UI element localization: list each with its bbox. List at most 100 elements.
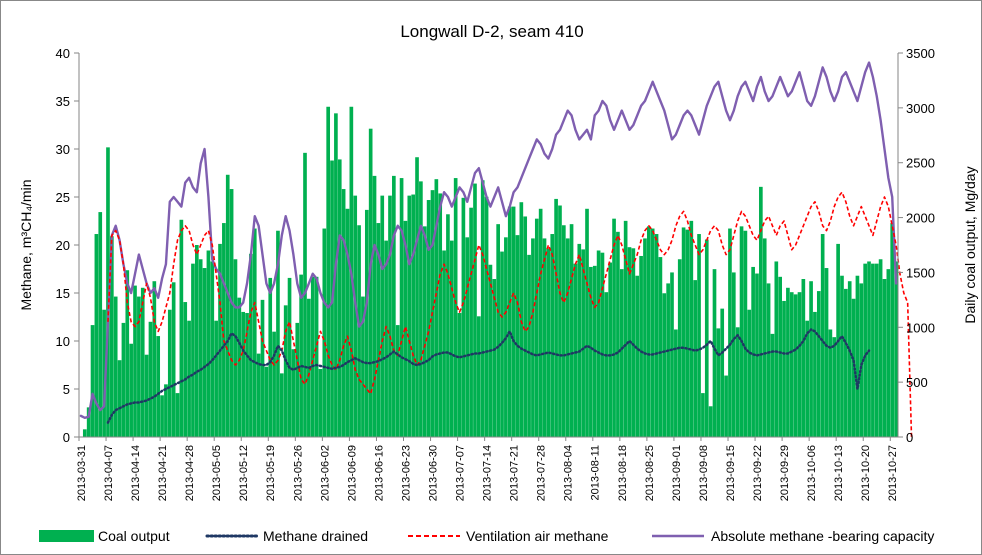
x-tick-label: 2013-09-29 [779, 445, 791, 501]
bar-coal-output [786, 287, 790, 437]
bar-coal-output [314, 276, 319, 437]
bar-coal-output [747, 309, 752, 437]
bar-coal-output [847, 281, 852, 437]
bar-coal-output [144, 354, 149, 437]
bar-coal-output [534, 218, 539, 437]
bar-coal-output [643, 238, 647, 437]
bar-coal-output [565, 238, 570, 437]
bar-coal-output [569, 224, 574, 437]
bar-coal-output [222, 223, 226, 437]
bar-coal-output [562, 225, 566, 437]
bar-coal-output [600, 252, 605, 437]
bar-coal-output [867, 261, 871, 437]
bar-coal-output [195, 245, 199, 437]
x-tick-label: 2013-09-15 [725, 445, 737, 501]
bar-coal-output [585, 208, 589, 437]
bar-coal-output [793, 294, 798, 437]
bar-coal-output [507, 206, 512, 437]
bar-coal-output [337, 159, 342, 438]
bar-coal-output [762, 238, 767, 437]
bar-coal-output [303, 152, 307, 437]
x-tick-label: 2013-06-23 [400, 445, 412, 501]
bar-coal-output [206, 250, 211, 437]
bar-coal-output [484, 196, 489, 437]
bar-coal-output [245, 313, 249, 437]
bar-coal-output [546, 248, 551, 437]
bar-coal-output [291, 349, 296, 437]
bar-coal-output [156, 336, 161, 437]
bar-coal-output [140, 287, 145, 437]
legend-label-absolute-methane: Absolute methane -bearing capacity [711, 528, 934, 544]
bar-coal-output [631, 248, 636, 437]
bar-coal-output [133, 285, 137, 437]
bar-coal-output [739, 226, 744, 437]
x-tick-label: 2013-09-22 [752, 445, 764, 501]
bar-coal-output [446, 214, 450, 437]
x-tick-label: 2013-08-25 [644, 445, 656, 501]
bar-coal-output [689, 220, 694, 437]
bar-coal-output [832, 337, 837, 437]
bar-coal-output [697, 234, 701, 437]
bar-coal-output [160, 395, 164, 437]
y-right-tick-label: 2500 [906, 156, 935, 171]
x-tick-label: 2013-09-08 [698, 445, 710, 501]
bar-coal-output [782, 300, 786, 437]
y-axis-left-ticks: 0 5 10 15 20 25 30 35 40 [56, 46, 79, 445]
bar-coal-output [759, 186, 763, 437]
bar-coal-output [210, 261, 215, 437]
bar-coal-output [461, 197, 466, 437]
bar-coal-output [666, 283, 670, 437]
bar-coal-output [422, 226, 427, 437]
bar-coal-output [863, 263, 867, 437]
bar-coal-output [341, 189, 346, 437]
bar-coal-output [353, 195, 358, 437]
x-tick-label: 2013-08-18 [617, 445, 629, 501]
bar-coal-output [480, 180, 485, 437]
x-tick-label: 2013-07-28 [536, 445, 548, 501]
bar-coal-output [523, 216, 528, 437]
bar-coal-output [361, 296, 365, 437]
bar-coal-output [619, 269, 624, 437]
line-ventilation-air-methane [107, 191, 913, 438]
bar-coal-output [770, 333, 775, 437]
bar-coal-output [577, 243, 582, 437]
bar-coal-output [809, 281, 813, 437]
bar-coal-output [500, 251, 504, 437]
bar-coal-output [766, 283, 771, 437]
x-tick-label: 2013-07-21 [509, 445, 521, 501]
bar-coal-output [477, 316, 481, 437]
bar-coal-output [704, 239, 709, 437]
bar-coal-output [662, 293, 667, 437]
bar-coal-output [531, 238, 535, 437]
bar-coal-output [106, 147, 110, 437]
bar-coal-output [264, 366, 269, 437]
y-right-tick-label: 0 [906, 430, 913, 445]
y-right-tick-label: 2000 [906, 211, 935, 226]
bar-coal-output [751, 266, 755, 437]
bar-coal-output [392, 175, 396, 437]
bar-coal-output [789, 292, 794, 437]
bar-coal-output [183, 302, 188, 437]
x-tick-label: 2013-06-09 [346, 445, 358, 501]
y-axis-left-title: Methane, m³CH₄/min [18, 180, 34, 311]
bar-coal-output [859, 283, 864, 437]
x-axis-ticks: 2013-03-31 2013-04-07 2013-04-14 2013-04-21… [76, 437, 899, 501]
bar-coal-output [596, 250, 601, 437]
bar-coal-output [623, 220, 628, 437]
bar-coal-output [202, 268, 207, 437]
bar-coal-output [279, 373, 284, 437]
bar-coal-output [658, 257, 663, 437]
bar-coal-output [712, 269, 717, 437]
x-tick-label: 2013-10-13 [833, 445, 845, 501]
bar-coal-output [685, 229, 690, 437]
bar-coal-output [469, 207, 473, 437]
bar-coal-output [117, 360, 122, 437]
y-left-tick-label: 25 [56, 190, 70, 205]
bar-coal-output [198, 259, 203, 437]
y-left-tick-label: 30 [56, 142, 70, 157]
line-methane-drained [106, 328, 871, 424]
bar-coal-output [419, 181, 423, 437]
bar-coal-output [708, 406, 713, 437]
